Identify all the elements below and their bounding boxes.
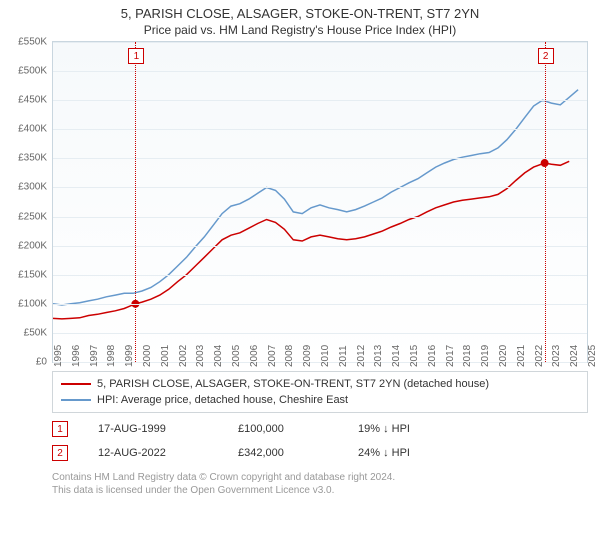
gridline: [53, 187, 587, 188]
x-axis-label: 2015: [409, 345, 420, 367]
plot-svg: [53, 42, 587, 362]
x-axis-label: 2025: [587, 345, 598, 367]
x-axis-label: 2010: [320, 345, 331, 367]
license-text: Contains HM Land Registry data © Crown c…: [52, 471, 588, 497]
gridline: [53, 217, 587, 218]
transaction-row: 2 12-AUG-2022 £342,000 24% ↓ HPI: [52, 445, 588, 461]
x-axis-label: 2020: [498, 345, 509, 367]
legend-box: 5, PARISH CLOSE, ALSAGER, STOKE-ON-TRENT…: [52, 371, 588, 413]
x-axis-label: 2007: [267, 345, 278, 367]
x-axis-label: 2009: [302, 345, 313, 367]
legend-label: HPI: Average price, detached house, Ches…: [97, 394, 348, 406]
transaction-badge: 2: [52, 445, 68, 461]
x-axis-label: 2022: [534, 345, 545, 367]
y-axis-label: £250K: [18, 211, 47, 222]
gridline: [53, 158, 587, 159]
gridline: [53, 333, 587, 334]
chart-subtitle: Price paid vs. HM Land Registry's House …: [0, 21, 600, 41]
x-axis-label: 2001: [160, 345, 171, 367]
x-axis-label: 1995: [53, 345, 64, 367]
x-axis-label: 2012: [356, 345, 367, 367]
gridline: [53, 246, 587, 247]
transaction-date: 17-AUG-1999: [98, 423, 208, 435]
marker-line: [545, 42, 546, 362]
x-axis-label: 1996: [71, 345, 82, 367]
license-line-2: This data is licensed under the Open Gov…: [52, 484, 588, 497]
y-axis-label: £450K: [18, 95, 47, 106]
y-axis-label: £400K: [18, 124, 47, 135]
y-axis-label: £300K: [18, 182, 47, 193]
y-axis-label: £100K: [18, 298, 47, 309]
marker-badge: 2: [538, 48, 554, 64]
x-axis-label: 2024: [569, 345, 580, 367]
series-hpi: [53, 90, 578, 305]
y-axis-label: £550K: [18, 37, 47, 48]
x-axis-label: 1999: [124, 345, 135, 367]
x-axis-label: 2006: [249, 345, 260, 367]
series-price_paid: [53, 161, 569, 319]
legend-swatch: [61, 399, 91, 401]
legend-item: HPI: Average price, detached house, Ches…: [61, 392, 579, 408]
gridline: [53, 100, 587, 101]
x-axis-label: 1998: [106, 345, 117, 367]
marker-badge: 1: [128, 48, 144, 64]
y-axis-label: £150K: [18, 269, 47, 280]
transaction-price: £100,000: [238, 423, 328, 435]
transaction-date: 12-AUG-2022: [98, 447, 208, 459]
gridline: [53, 71, 587, 72]
y-axis-label: £50K: [24, 327, 47, 338]
y-axis-label: £0: [36, 357, 47, 368]
x-axis-label: 2018: [462, 345, 473, 367]
license-line-1: Contains HM Land Registry data © Crown c…: [52, 471, 588, 484]
plot-area: £0£50K£100K£150K£200K£250K£300K£350K£400…: [52, 41, 588, 363]
y-axis-label: £350K: [18, 153, 47, 164]
x-axis-label: 2021: [516, 345, 527, 367]
legend-item: 5, PARISH CLOSE, ALSAGER, STOKE-ON-TRENT…: [61, 376, 579, 392]
x-axis-label: 1997: [89, 345, 100, 367]
legend-label: 5, PARISH CLOSE, ALSAGER, STOKE-ON-TRENT…: [97, 378, 489, 390]
transaction-delta: 19% ↓ HPI: [358, 423, 410, 435]
marker-line: [135, 42, 136, 362]
x-axis-label: 2014: [391, 345, 402, 367]
x-axis-label: 2019: [480, 345, 491, 367]
x-axis-label: 2003: [195, 345, 206, 367]
transactions: 1 17-AUG-1999 £100,000 19% ↓ HPI 2 12-AUG-202…: [52, 421, 588, 461]
transaction-row: 1 17-AUG-1999 £100,000 19% ↓ HPI: [52, 421, 588, 437]
gridline: [53, 275, 587, 276]
x-axis-label: 2011: [338, 345, 349, 367]
transaction-price: £342,000: [238, 447, 328, 459]
legend-swatch: [61, 383, 91, 385]
chart-title: 5, PARISH CLOSE, ALSAGER, STOKE-ON-TRENT…: [0, 0, 600, 21]
x-axis-label: 2017: [445, 345, 456, 367]
transaction-delta: 24% ↓ HPI: [358, 447, 410, 459]
x-axis-label: 2013: [373, 345, 384, 367]
x-axis-label: 2016: [427, 345, 438, 367]
x-axis-label: 2005: [231, 345, 242, 367]
x-axis-label: 2002: [178, 345, 189, 367]
gridline: [53, 304, 587, 305]
x-axis-label: 2000: [142, 345, 153, 367]
x-axis-label: 2004: [213, 345, 224, 367]
gridline: [53, 129, 587, 130]
x-axis-label: 2008: [284, 345, 295, 367]
y-axis-label: £200K: [18, 240, 47, 251]
x-axis-label: 2023: [551, 345, 562, 367]
gridline: [53, 42, 587, 43]
chart-area: £0£50K£100K£150K£200K£250K£300K£350K£400…: [52, 41, 592, 363]
transaction-badge: 1: [52, 421, 68, 437]
y-axis-label: £500K: [18, 66, 47, 77]
